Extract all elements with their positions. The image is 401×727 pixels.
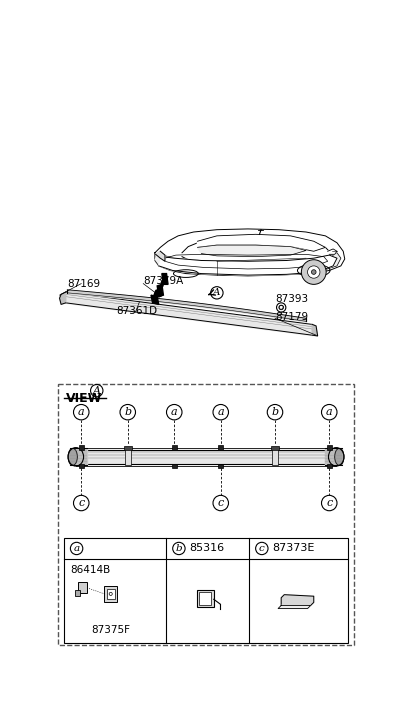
Polygon shape xyxy=(59,292,66,305)
Polygon shape xyxy=(312,324,317,336)
FancyBboxPatch shape xyxy=(196,590,213,607)
Bar xyxy=(79,464,83,468)
Text: c: c xyxy=(258,544,264,553)
Text: b: b xyxy=(124,407,131,417)
Text: 87375F: 87375F xyxy=(91,625,130,635)
Polygon shape xyxy=(281,595,313,606)
Text: c: c xyxy=(217,498,223,508)
Text: 87361D: 87361D xyxy=(116,305,157,316)
Ellipse shape xyxy=(334,449,343,465)
Text: a: a xyxy=(170,407,177,417)
Bar xyxy=(124,446,131,450)
Text: 87393: 87393 xyxy=(274,294,307,304)
Bar xyxy=(271,449,277,465)
Polygon shape xyxy=(162,273,168,284)
Text: 87169: 87169 xyxy=(67,278,100,289)
Text: b: b xyxy=(175,544,182,553)
Text: a: a xyxy=(78,407,84,417)
Text: 87179: 87179 xyxy=(274,312,307,322)
Bar xyxy=(326,464,331,468)
Bar xyxy=(64,538,347,643)
Polygon shape xyxy=(154,229,344,276)
Text: A: A xyxy=(93,385,101,395)
Text: 86414B: 86414B xyxy=(70,566,110,575)
Polygon shape xyxy=(154,253,340,275)
Bar xyxy=(218,464,223,468)
Text: a: a xyxy=(217,407,223,417)
Bar xyxy=(107,590,114,598)
Circle shape xyxy=(301,260,325,284)
Polygon shape xyxy=(327,249,336,254)
Bar xyxy=(326,446,331,450)
Circle shape xyxy=(307,266,319,278)
Text: 87379A: 87379A xyxy=(143,276,183,286)
Polygon shape xyxy=(155,252,164,261)
Bar xyxy=(218,446,223,450)
Bar xyxy=(124,449,130,465)
Polygon shape xyxy=(182,238,332,267)
Polygon shape xyxy=(197,245,305,257)
Text: b: b xyxy=(271,407,278,417)
Ellipse shape xyxy=(68,449,77,465)
Text: VIEW: VIEW xyxy=(66,392,102,405)
Text: a: a xyxy=(73,544,79,553)
Circle shape xyxy=(311,270,315,274)
Text: c: c xyxy=(78,498,84,508)
Polygon shape xyxy=(151,295,158,305)
Bar xyxy=(172,446,176,450)
Text: 85316: 85316 xyxy=(189,544,224,553)
Bar xyxy=(104,586,117,602)
Bar xyxy=(79,446,83,450)
Polygon shape xyxy=(157,284,163,297)
Bar xyxy=(75,590,79,596)
Polygon shape xyxy=(158,255,336,275)
Text: A: A xyxy=(213,289,220,297)
Bar xyxy=(270,446,278,450)
Polygon shape xyxy=(277,606,310,608)
Polygon shape xyxy=(197,234,324,252)
FancyBboxPatch shape xyxy=(198,593,211,605)
Text: a: a xyxy=(325,407,332,417)
Bar xyxy=(78,582,87,593)
Text: c: c xyxy=(325,498,332,508)
Text: 87373E: 87373E xyxy=(272,544,314,553)
Bar xyxy=(172,464,176,468)
